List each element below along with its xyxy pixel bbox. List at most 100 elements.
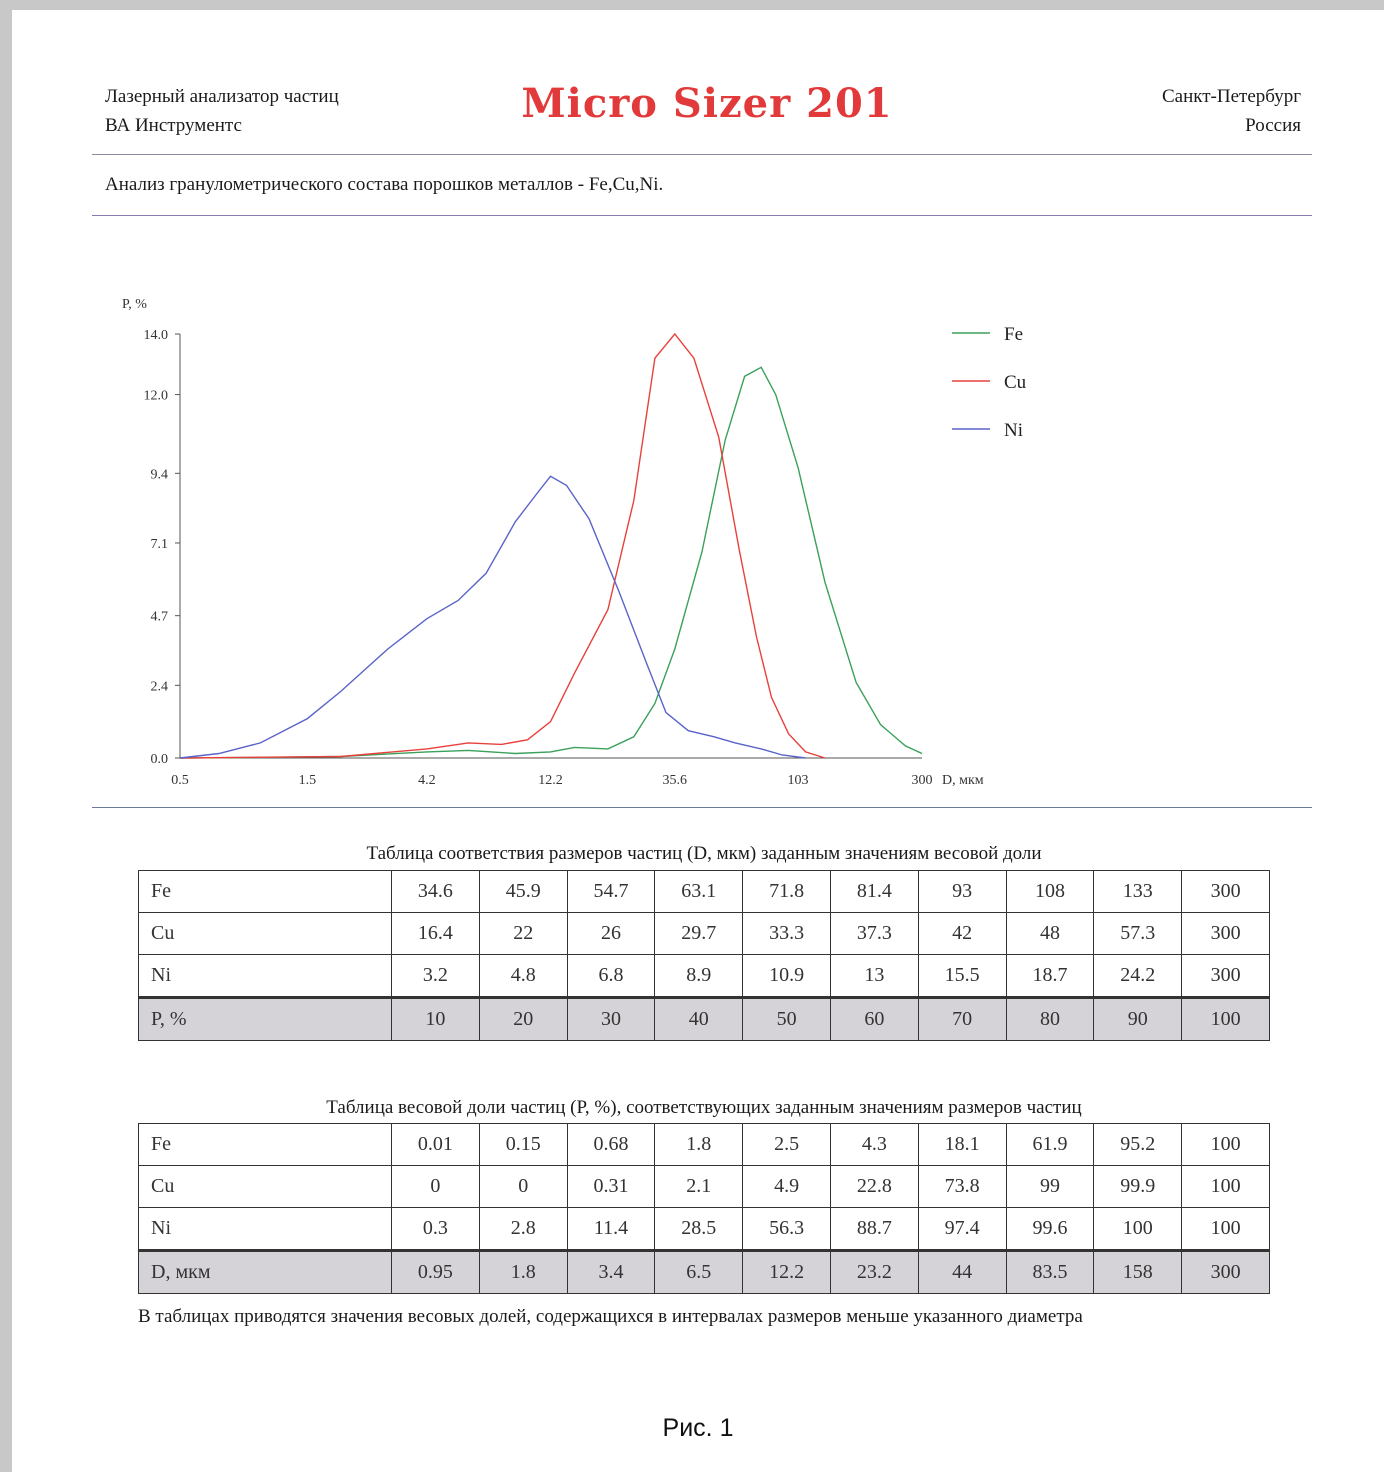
legend-label-cu: Cu <box>1004 372 1027 393</box>
table-cell: 300 <box>1181 1249 1270 1294</box>
product-logo: Micro Sizer 201 <box>521 80 893 127</box>
row-label: Ni <box>138 1207 392 1251</box>
table-cell: 1.8 <box>478 1249 568 1294</box>
footnote: В таблицах приводятся значения весовых д… <box>138 1306 1083 1327</box>
series-line-fe <box>179 366 923 759</box>
x-tick-label: 1.5 <box>299 773 317 788</box>
table1-row: Ni 3.2 4.8 6.8 8.9 10.9 13 15.5 18.7 24.2 300 <box>138 954 1270 998</box>
table-cell: 16.4 <box>391 912 480 955</box>
table-cell: 48 <box>1005 912 1095 955</box>
x-tick-label: 4.2 <box>418 773 436 788</box>
chart-divider <box>92 807 1312 808</box>
table-cell: 133 <box>1093 870 1183 913</box>
y-tick-label: 4.7 <box>151 610 169 625</box>
table-cell: 0.3 <box>391 1207 480 1251</box>
table-cell: 20 <box>478 996 568 1041</box>
table-cell: 100 <box>1181 1207 1270 1251</box>
table-cell: 73.8 <box>917 1165 1007 1208</box>
table-cell: 33.3 <box>742 912 831 955</box>
y-tick-label: 12.0 <box>144 389 169 404</box>
table-cell: 11.4 <box>566 1207 656 1251</box>
table1-row: P, % 10 20 30 40 50 60 70 80 90 100 <box>138 996 1270 1041</box>
table1-row: Fe 34.6 45.9 54.7 63.1 71.8 81.4 93 108 133 300 <box>138 870 1270 913</box>
row-label: Cu <box>138 912 392 955</box>
x-axis-label: D, мкм <box>942 773 984 788</box>
table-cell: 0 <box>478 1165 568 1208</box>
table-cell: 0.68 <box>566 1123 656 1166</box>
table-cell: 37.3 <box>829 912 919 955</box>
table-cell: 71.8 <box>742 870 831 913</box>
y-tick-label: 7.1 <box>151 537 169 552</box>
table-cell: 300 <box>1181 954 1270 998</box>
table-cell: 100 <box>1181 996 1270 1041</box>
table-cell: 300 <box>1181 870 1270 913</box>
company-name: ВА Инструментс <box>105 115 242 136</box>
table-cell: 70 <box>917 996 1007 1041</box>
row-label: D, мкм <box>138 1249 392 1294</box>
y-tick-label: 9.4 <box>151 467 169 482</box>
table-cell: 61.9 <box>1005 1123 1095 1166</box>
table-cell: 100 <box>1093 1207 1183 1251</box>
table2-caption: Таблица весовой доли частиц (P, %), соот… <box>326 1097 1082 1118</box>
title-divider <box>92 215 1312 216</box>
table-cell: 99 <box>1005 1165 1095 1208</box>
table-cell: 4.3 <box>829 1123 919 1166</box>
table2-row: Cu 0 0 0.31 2.1 4.9 22.8 73.8 99 99.9 100 <box>138 1165 1270 1208</box>
table-cell: 108 <box>1005 870 1095 913</box>
table-cell: 22 <box>478 912 568 955</box>
table-cell: 57.3 <box>1093 912 1183 955</box>
country: Россия <box>1245 115 1301 136</box>
table-cell: 8.9 <box>654 954 744 998</box>
table-cell: 100 <box>1181 1165 1270 1208</box>
y-tick-label: 2.4 <box>151 679 169 694</box>
row-label: Fe <box>138 870 392 913</box>
table-cell: 24.2 <box>1093 954 1183 998</box>
size-by-fraction-table: Fe 34.6 45.9 54.7 63.1 71.8 81.4 93 108 133 300 Cu 1… <box>138 870 1270 1041</box>
row-label: Cu <box>138 1165 392 1208</box>
x-tick-label: 103 <box>787 773 808 788</box>
table-cell: 29.7 <box>654 912 744 955</box>
table-cell: 83.5 <box>1005 1249 1095 1294</box>
table-cell: 3.4 <box>566 1249 656 1294</box>
table-cell: 2.8 <box>478 1207 568 1251</box>
table1-row: Cu 16.4 22 26 29.7 33.3 37.3 42 48 57.3 300 <box>138 912 1270 955</box>
table-cell: 0 <box>391 1165 480 1208</box>
table-cell: 300 <box>1181 912 1270 955</box>
x-tick-label: 300 <box>912 773 933 788</box>
table-cell: 10.9 <box>742 954 831 998</box>
table-cell: 81.4 <box>829 870 919 913</box>
table2-row: Fe 0.01 0.15 0.68 1.8 2.5 4.3 18.1 61.9 95.2 100 <box>138 1123 1270 1166</box>
distribution-chart: 0.0 2.4 4.7 7.1 9.4 12.0 14.0 0.5 1.5 4.2 12.2 35.6… <box>122 297 1027 788</box>
x-tick-label: 0.5 <box>171 773 189 788</box>
table-cell: 3.2 <box>391 954 480 998</box>
table-cell: 0.95 <box>391 1249 480 1294</box>
table1-caption: Таблица соответствия размеров частиц (D,… <box>366 843 1042 864</box>
table-cell: 60 <box>829 996 919 1041</box>
table-cell: 18.1 <box>917 1123 1007 1166</box>
series-line-ni <box>179 475 806 759</box>
manufacturer-block: Лазерный анализатор частиц ВА Инструмент… <box>105 82 339 140</box>
table-cell: 22.8 <box>829 1165 919 1208</box>
table-cell: 0.01 <box>391 1123 480 1166</box>
x-tick-label: 12.2 <box>538 773 563 788</box>
table-cell: 40 <box>654 996 744 1041</box>
table-cell: 4.8 <box>478 954 568 998</box>
x-tick-label: 35.6 <box>663 773 688 788</box>
document-page: Лазерный анализатор частиц ВА Инструмент… <box>12 10 1384 1472</box>
table-cell: 26 <box>566 912 656 955</box>
table-cell: 44 <box>917 1249 1007 1294</box>
y-tick-label: 0.0 <box>151 752 169 767</box>
table-cell: 45.9 <box>478 870 568 913</box>
table-cell: 63.1 <box>654 870 744 913</box>
table-cell: 12.2 <box>742 1249 831 1294</box>
table-cell: 6.8 <box>566 954 656 998</box>
table-cell: 2.1 <box>654 1165 744 1208</box>
table-cell: 0.15 <box>478 1123 568 1166</box>
table-cell: 50 <box>742 996 831 1041</box>
legend-label-ni: Ni <box>1004 420 1023 441</box>
table-cell: 97.4 <box>917 1207 1007 1251</box>
table-cell: 6.5 <box>654 1249 744 1294</box>
series-line-cu <box>179 332 826 759</box>
y-axis-label: P, % <box>122 297 147 312</box>
table-cell: 0.31 <box>566 1165 656 1208</box>
